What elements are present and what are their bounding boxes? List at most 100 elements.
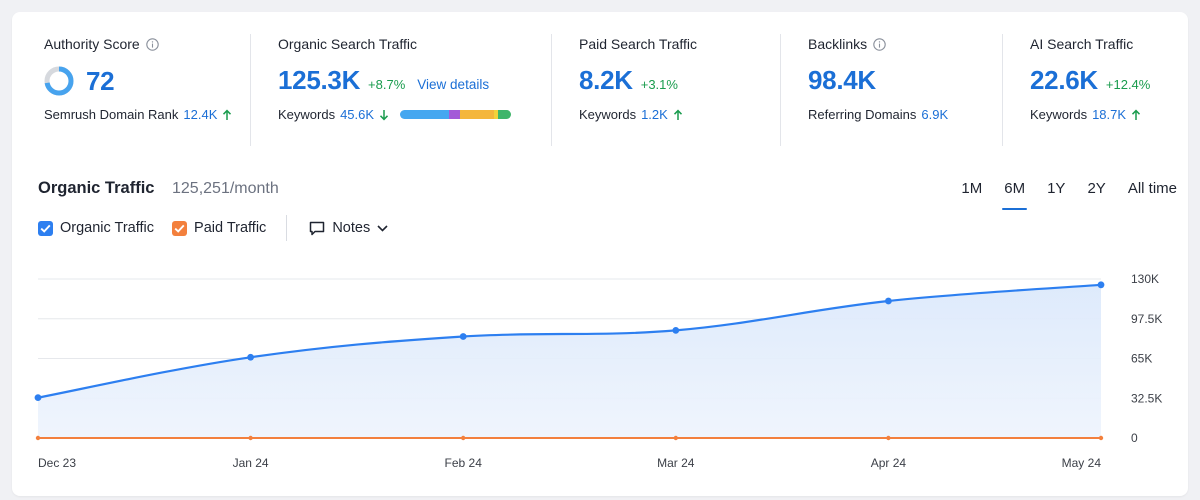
paid-search-value-row: 8.2K +3.1% — [579, 65, 697, 97]
legend-organic-label: Organic Traffic — [60, 220, 155, 236]
y-tick-label: 0 — [1131, 431, 1138, 445]
keyword-bar-segment — [497, 110, 512, 119]
ai-search-metric[interactable]: AI Search Traffic 22.6K +12.4% — [1030, 35, 1150, 97]
legend-organic-traffic[interactable]: Organic Traffic — [38, 220, 154, 236]
organic-search-metric[interactable]: Organic Search Traffic 125.3K +8.7% View… — [278, 35, 489, 97]
backlinks-metric[interactable]: Backlinks 98.4K — [808, 35, 886, 97]
legend-divider — [286, 215, 288, 241]
chevron-down-icon — [377, 224, 388, 232]
x-tick-label: Feb 24 — [445, 456, 483, 470]
section-subtitle: 125,251/month — [172, 180, 279, 197]
organic-checkbox[interactable] — [38, 220, 53, 236]
range-1m[interactable]: 1M — [961, 180, 983, 197]
authority-ring-icon — [44, 66, 74, 96]
paid-point[interactable] — [886, 435, 891, 441]
referring-domains-value: 6.9K — [921, 107, 949, 122]
organic-traffic-line[interactable] — [37, 283, 1102, 399]
keyword-bar-segment — [400, 110, 449, 119]
chart-legend: Organic Traffic Paid Traffic Notes — [38, 215, 388, 241]
x-tick-label: Apr 24 — [871, 456, 907, 470]
backlinks-value: 98.4K — [808, 65, 876, 95]
info-icon[interactable] — [145, 37, 159, 51]
paid-search-label: Paid Search Traffic — [579, 36, 698, 52]
organic-search-change: +8.7% — [368, 77, 406, 92]
ai-search-value: 22.6K — [1030, 65, 1098, 95]
section-title: Organic Traffic — [38, 179, 155, 197]
view-details-link[interactable]: View details — [417, 77, 490, 92]
organic-point[interactable] — [885, 297, 892, 305]
x-tick-label: May 24 — [1062, 456, 1102, 470]
range-selector: 1M 6M 1Y 2Y All time — [950, 180, 1188, 210]
arrow-up-icon — [673, 109, 683, 121]
organic-point[interactable] — [672, 326, 680, 334]
keyword-bar-segment — [448, 110, 460, 119]
organic-search-value: 125.3K — [278, 65, 361, 95]
check-icon — [174, 224, 185, 233]
organic-search-label: Organic Search Traffic — [278, 36, 418, 52]
authority-score-metric[interactable]: Authority Score 72 — [44, 35, 159, 97]
paid-checkbox[interactable] — [172, 220, 188, 236]
notes-dropdown[interactable]: Notes — [309, 220, 388, 236]
y-tick-label: 130K — [1131, 272, 1159, 286]
backlinks-label: Backlinks — [808, 36, 868, 52]
legend-paid-label: Paid Traffic — [194, 220, 267, 236]
arrow-up-icon — [1131, 109, 1141, 121]
paid-keywords-value: 1.2K — [641, 107, 668, 122]
check-icon — [40, 224, 51, 233]
ai-search-label: AI Search Traffic — [1030, 36, 1134, 52]
metric-divider — [1002, 34, 1003, 146]
referring-domains-label: Referring Domains — [808, 107, 917, 122]
paid-search-metric[interactable]: Paid Search Traffic 8.2K +3.1% — [579, 35, 697, 97]
keyword-bar-segment — [494, 110, 498, 119]
x-tick-label: Jan 24 — [233, 456, 269, 470]
organic-keywords[interactable]: Keywords 45.6K — [278, 107, 512, 122]
keyword-bar-segment — [459, 110, 495, 119]
paid-point[interactable] — [248, 435, 253, 441]
organic-point[interactable] — [1097, 281, 1105, 289]
organic-keywords-label: Keywords — [278, 107, 336, 122]
domain-rank-value: 12.4K — [183, 107, 218, 122]
x-tick-label: Dec 23 — [38, 456, 76, 470]
ai-keywords-value: 18.7K — [1092, 107, 1127, 122]
ai-search-value-row: 22.6K +12.4% — [1030, 65, 1150, 97]
paid-keywords-label: Keywords — [579, 107, 637, 122]
range-all-time[interactable]: All time — [1127, 180, 1177, 197]
ai-keywords-label: Keywords — [1030, 107, 1088, 122]
referring-domains[interactable]: Referring Domains 6.9K — [808, 107, 948, 122]
notes-label: Notes — [332, 220, 371, 236]
arrow-up-icon — [222, 109, 232, 121]
organic-search-value-row: 125.3K +8.7% View details — [278, 65, 489, 97]
metrics-row: Authority Score 72 Semrush Domain Rank 1… — [12, 12, 1188, 146]
ai-search-change: +12.4% — [1105, 77, 1151, 92]
backlinks-label-row: Backlinks — [808, 35, 886, 53]
range-1y[interactable]: 1Y — [1047, 180, 1066, 197]
paid-keywords[interactable]: Keywords 1.2K — [579, 107, 683, 122]
organic-area — [38, 284, 1101, 438]
paid-point[interactable] — [1098, 435, 1104, 441]
x-tick-label: Mar 24 — [657, 456, 695, 470]
metric-divider — [780, 34, 781, 146]
ai-keywords[interactable]: Keywords 18.7K — [1030, 107, 1141, 122]
legend-paid-traffic[interactable]: Paid Traffic — [172, 220, 266, 236]
organic-point[interactable] — [34, 394, 42, 402]
authority-score-value: 72 — [86, 65, 115, 96]
paid-point[interactable] — [461, 435, 466, 441]
info-icon[interactable] — [873, 37, 886, 51]
keyword-intent-bar[interactable] — [400, 110, 512, 119]
range-6m[interactable]: 6M — [993, 180, 1036, 210]
organic-point[interactable] — [247, 353, 255, 361]
metric-divider — [551, 34, 552, 146]
y-tick-label: 65K — [1131, 352, 1152, 366]
y-tick-label: 32.5K — [1131, 391, 1162, 405]
y-tick-label: 97.5K — [1131, 312, 1162, 326]
authority-score-label: Authority Score — [44, 36, 140, 52]
paid-point[interactable] — [35, 435, 41, 441]
organic-point[interactable] — [459, 333, 467, 340]
domain-rank[interactable]: Semrush Domain Rank 12.4K — [44, 107, 232, 122]
organic-traffic-chart[interactable]: 130K 97.5K 65K 32.5K 0 Dec 23 Jan 24 Feb 24 Mar… — [12, 252, 1188, 480]
authority-score-value-row: 72 — [44, 65, 159, 97]
range-2y[interactable]: 2Y — [1087, 180, 1106, 197]
authority-score-label-row: Authority Score — [44, 35, 159, 53]
paid-point[interactable] — [673, 435, 678, 441]
domain-rank-label: Semrush Domain Rank — [44, 107, 179, 122]
